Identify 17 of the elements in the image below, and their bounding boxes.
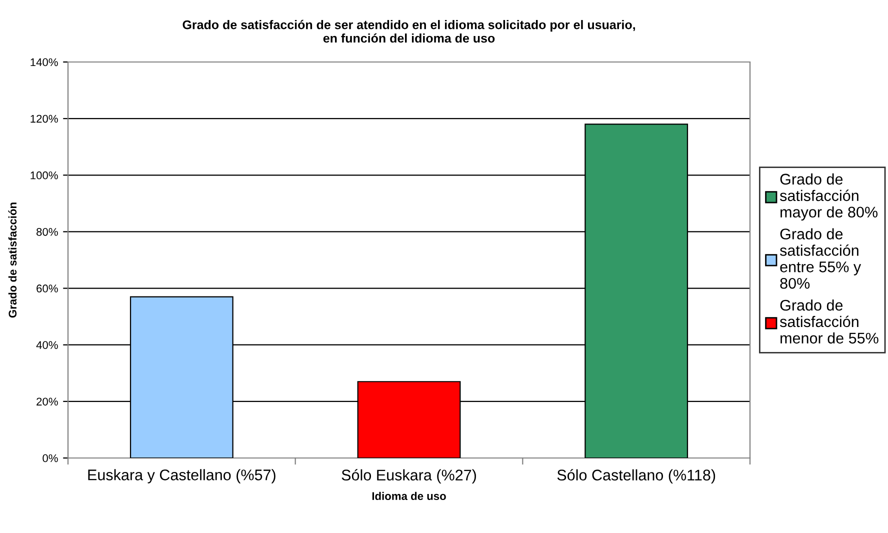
legend-label: Grado de satisfacción entre 55% y 80% bbox=[780, 228, 862, 289]
chart-title: Grado de satisfacción de ser atendido en el idioma solicitado por el usuario, en función del idioma de uso bbox=[182, 20, 635, 43]
y-tick-label: 120% bbox=[30, 114, 58, 123]
legend-label: Grado de satisfacción menor de 55% bbox=[780, 299, 878, 344]
legend-label: Grado de satisfacción mayor de 80% bbox=[780, 173, 878, 221]
y-tick-label: 20% bbox=[36, 398, 58, 406]
y-axis-title: Grado de satisfacción bbox=[8, 202, 17, 318]
y-tick-label: 80% bbox=[36, 228, 58, 236]
y-tick-label: 100% bbox=[30, 171, 58, 180]
x-tick-label: Sólo Euskara (%27) bbox=[342, 469, 476, 484]
x-tick-label: Euskara y Castellano (%57) bbox=[88, 469, 276, 484]
y-tick-label: 0% bbox=[42, 454, 58, 462]
y-tick-label: 60% bbox=[36, 284, 58, 292]
y-tick-label: 40% bbox=[36, 341, 58, 349]
y-tick-label: 140% bbox=[30, 58, 58, 66]
x-axis-title: Idioma de uso bbox=[372, 492, 446, 500]
x-tick-label: Sólo Castellano (%118) bbox=[557, 469, 716, 484]
